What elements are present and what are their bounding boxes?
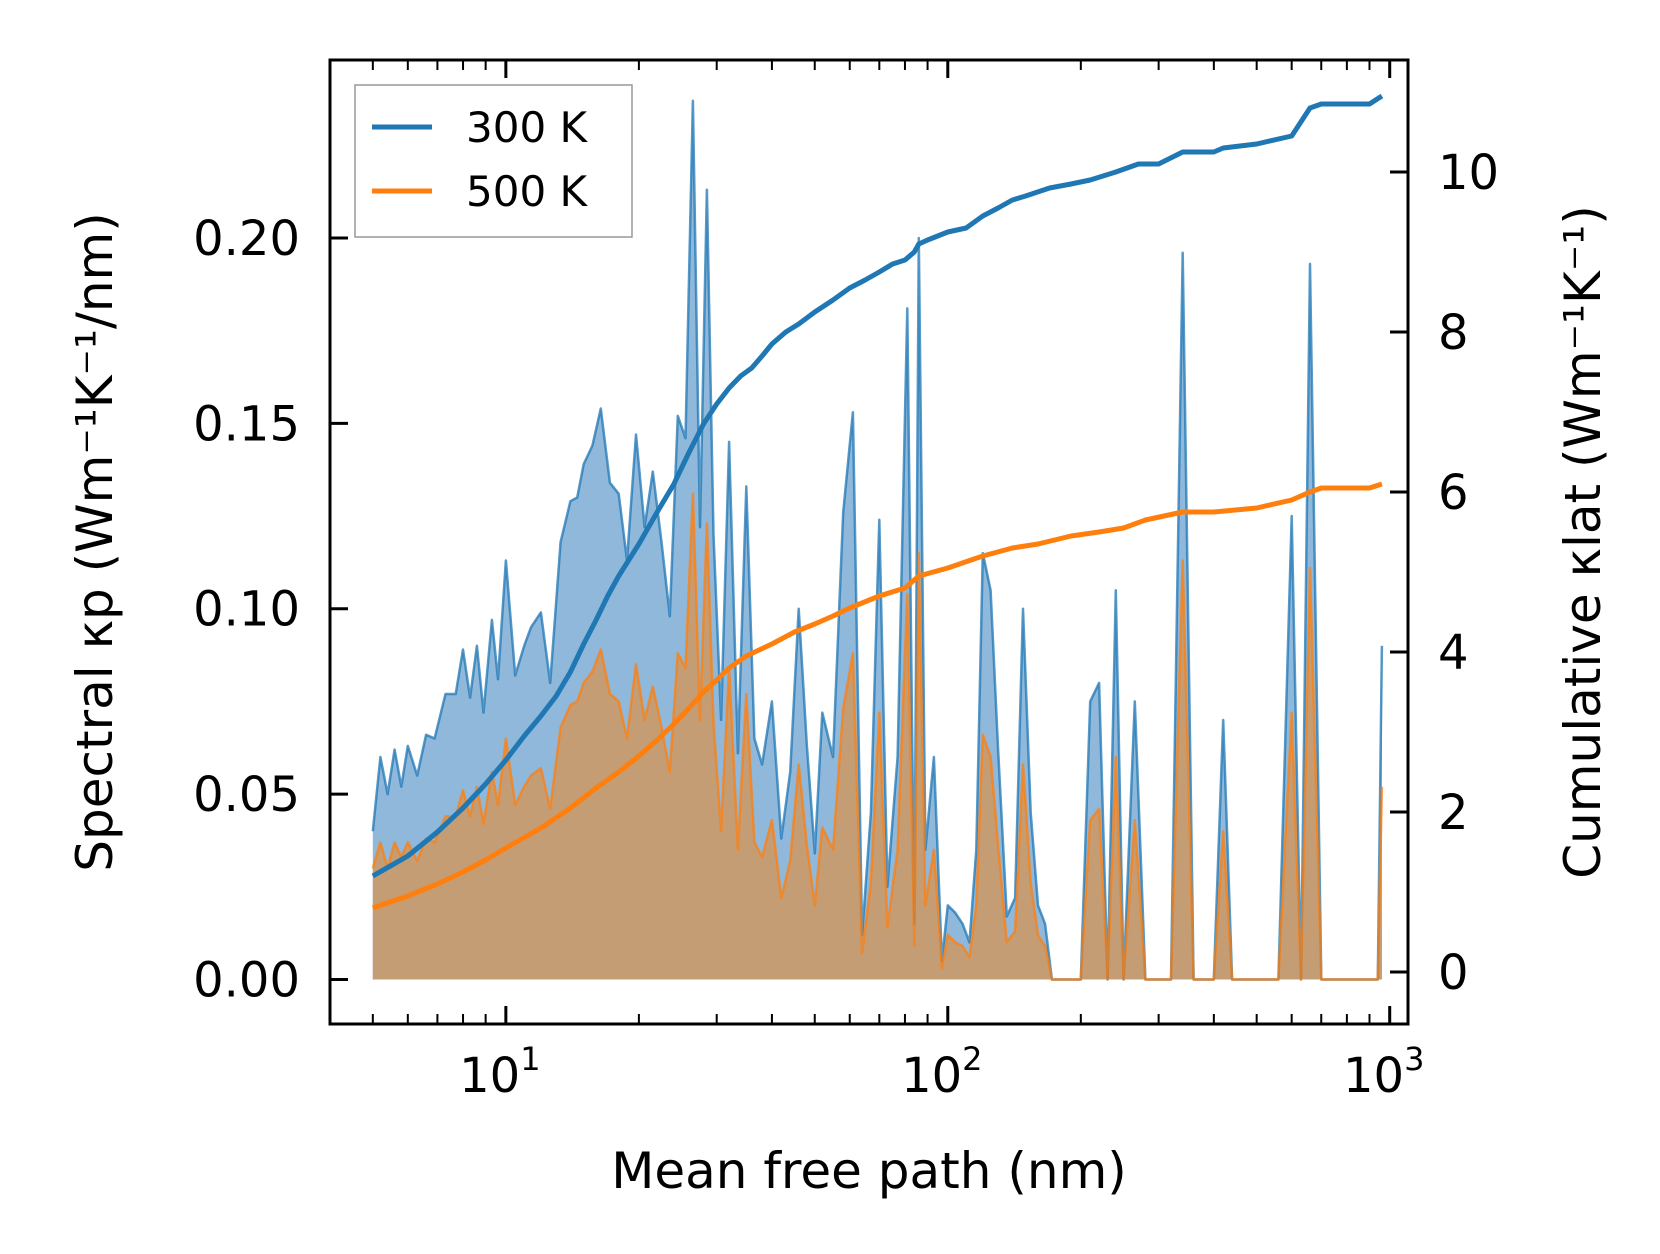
spectral-fill-layer — [371, 99, 1384, 981]
legend: 300 K 500 K — [354, 84, 633, 238]
axis-ticks: 0.00 0.05 0.10 0.15 0.20 0 2 4 6 8 10 101 102 103 — [193, 60, 1499, 1104]
spectral-area-500k — [372, 493, 1382, 980]
y-right-tick-label: 8 — [1438, 305, 1469, 361]
y-axis-label-left: Spectral κp (Wm⁻¹K⁻¹/nm) — [66, 212, 124, 871]
y-left-tick-label: 0.10 — [193, 582, 300, 638]
x-tick-label: 102 — [901, 1040, 982, 1104]
x-tick-label: 103 — [1343, 1040, 1424, 1104]
y-right-tick-label: 6 — [1438, 465, 1469, 521]
y-axis-label-right: Cumulative κlat (Wm⁻¹K⁻¹) — [1554, 205, 1612, 879]
cumulative-line-300k — [371, 93, 1384, 879]
y-right-tick-label: 10 — [1438, 145, 1499, 201]
y-left-tick-label: 0.00 — [193, 953, 300, 1009]
y-right-tick-label: 4 — [1438, 625, 1469, 681]
x-tick-label: 101 — [459, 1040, 540, 1104]
y-right-tick-label: 0 — [1438, 945, 1469, 1001]
series-line-layer — [371, 93, 1384, 911]
y-right-tick-label: 2 — [1438, 785, 1469, 841]
spectral-line-300k — [371, 99, 1384, 981]
plot-frame — [328, 58, 1410, 1026]
legend-label-300k: 300 K — [466, 103, 589, 152]
y-left-tick-label: 0.05 — [193, 767, 300, 823]
legend-box — [354, 84, 633, 238]
y-left-tick-label: 0.20 — [193, 211, 300, 267]
spectral-line-500k — [371, 492, 1384, 981]
legend-label-500k: 500 K — [466, 167, 589, 216]
cumulative-line-500k — [371, 481, 1383, 911]
x-axis-label: Mean free path (nm) — [611, 1142, 1127, 1200]
y-left-tick-label: 0.15 — [193, 396, 300, 452]
